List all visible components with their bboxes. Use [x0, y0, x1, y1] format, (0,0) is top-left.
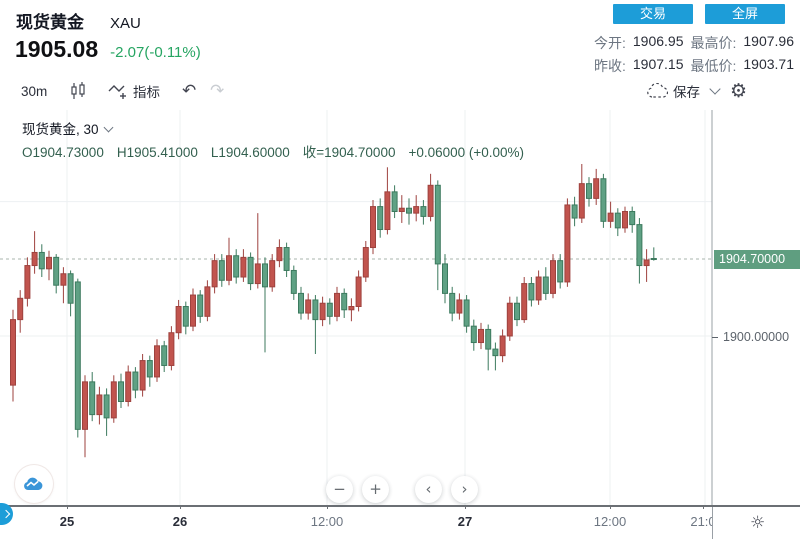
time-axis-tick	[465, 507, 466, 509]
chart-style-button[interactable]	[68, 77, 88, 105]
chart-toolbar: 30m 指标 ↶ ↷ 保存 ⚙	[0, 77, 800, 105]
indicators-label: 指标	[133, 85, 160, 100]
interval-button[interactable]: 30m	[21, 83, 48, 99]
expand-panel-tab[interactable]	[0, 503, 13, 525]
legend-ohlc: O1904.73000 H1905.41000 L1904.60000 收=1904.…	[22, 141, 537, 161]
high-value: 1907.96	[743, 33, 794, 49]
symbol-ticker: XAU	[110, 15, 141, 32]
scroll-left-button[interactable]: ‹	[415, 476, 442, 503]
cloud-icon	[647, 83, 668, 98]
low-label: 最低价:	[690, 58, 737, 74]
time-axis-tick	[703, 507, 704, 509]
candlestick-chart[interactable]	[0, 110, 800, 505]
ohlc-close: 收=1904.70000	[302, 145, 396, 160]
candlestick-icon	[71, 82, 85, 99]
time-axis[interactable]: 25 26 12:00 27 12:00 21:0 ☼	[0, 505, 800, 539]
ohlc-change: +0.06000 (+0.00%)	[408, 145, 525, 160]
price-change: -2.07(-0.11%)	[110, 44, 201, 61]
time-axis-tick	[67, 507, 68, 509]
zoom-in-button[interactable]: +	[362, 476, 389, 503]
ohlc-open: O1904.73000	[22, 145, 104, 160]
time-label: 25	[59, 514, 75, 529]
zoom-out-button[interactable]: −	[326, 476, 353, 503]
legend-symbol[interactable]: 现货黄金, 30	[22, 118, 113, 138]
time-axis-tick	[327, 507, 328, 509]
current-price-badge: 1904.70000	[714, 250, 800, 269]
cloud-logo-icon	[24, 477, 43, 490]
settings-gear-icon[interactable]: ⚙	[730, 80, 748, 102]
time-label: 12:00	[310, 514, 344, 529]
fullscreen-button[interactable]: 全屏	[705, 4, 785, 24]
axis-corner-line	[712, 507, 713, 539]
last-price: 1905.08	[15, 36, 99, 62]
symbol-header: 现货黄金 XAU	[16, 8, 141, 33]
ohlc-low: L1904.60000	[210, 145, 290, 160]
stats-line-1: 今开: 1906.95 最高价: 1907.96	[594, 33, 794, 53]
ohlc-high: H1905.41000	[116, 145, 198, 160]
price-row: 1905.08 -2.07(-0.11%)	[15, 36, 201, 63]
save-button[interactable]: 保存	[646, 77, 721, 105]
time-label: 21:0	[690, 514, 712, 529]
save-dropdown-chevron-icon[interactable]	[709, 83, 721, 95]
indicators-button[interactable]: 指标	[108, 77, 160, 105]
prev-close-value: 1907.15	[632, 56, 684, 72]
high-label: 最高价:	[690, 35, 737, 51]
time-labels: 25 26 12:00 27 12:00 21:0	[0, 507, 712, 539]
legend-dropdown-chevron-icon	[103, 122, 113, 132]
scroll-right-button[interactable]: ›	[451, 476, 478, 503]
undo-button[interactable]: ↶	[182, 81, 197, 101]
time-axis-tick	[180, 507, 181, 509]
trade-button[interactable]: 交易	[613, 4, 693, 24]
open-value: 1906.95	[632, 33, 684, 49]
time-label: 26	[172, 514, 188, 529]
panel-chevron-icon	[1, 509, 10, 519]
time-label: 12:00	[593, 514, 627, 529]
price-axis-tick	[712, 337, 718, 338]
legend-symbol-label: 现货黄金, 30	[22, 122, 99, 137]
open-label: 今开:	[594, 35, 626, 51]
indicator-icon	[108, 85, 126, 99]
symbol-name: 现货黄金	[16, 13, 84, 32]
theme-sun-icon[interactable]: ☼	[750, 513, 766, 533]
time-label: 27	[457, 514, 473, 529]
price-axis-label: 1900.00000	[723, 330, 790, 344]
save-label: 保存	[673, 85, 700, 100]
low-value: 1903.71	[743, 56, 794, 72]
redo-button[interactable]: ↷	[210, 81, 225, 101]
time-axis-tick	[610, 507, 611, 509]
prev-close-label: 昨收:	[594, 58, 626, 74]
stats-line-2: 昨收: 1907.15 最低价: 1903.71	[594, 56, 794, 76]
provider-logo[interactable]	[15, 465, 53, 503]
